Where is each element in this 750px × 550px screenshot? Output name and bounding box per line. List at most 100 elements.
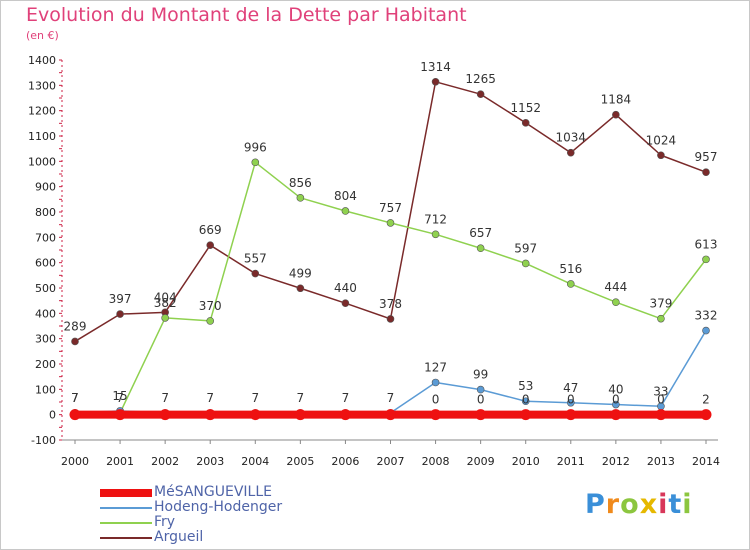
data-point-argueil <box>71 337 79 346</box>
data-label-baseline: 2 <box>702 393 710 407</box>
y-tick-label: 300 <box>35 333 56 346</box>
y-tick-label: 600 <box>35 257 56 270</box>
data-label-fry: 856 <box>289 176 312 190</box>
x-tick-label: 2004 <box>241 455 269 468</box>
data-point-fry <box>206 317 215 325</box>
legend-swatch-hodeng-hodenger <box>100 507 152 509</box>
data-label-argueil: 1314 <box>420 60 451 74</box>
y-tick-label: 1300 <box>28 79 56 92</box>
data-point-m-sangueville <box>475 409 487 421</box>
logo-letter: o <box>620 489 640 520</box>
data-point-m-sangueville <box>114 409 126 421</box>
data-point-m-sangueville <box>520 409 532 421</box>
data-label-fry: 7 <box>116 391 124 405</box>
data-point-fry <box>386 219 395 227</box>
data-label-hodeng-hodenger: 7 <box>71 391 79 405</box>
data-point-argueil <box>702 168 710 177</box>
data-label-hodeng-hodenger: 127 <box>424 360 447 374</box>
data-point-fry <box>161 314 169 322</box>
data-label-fry: 804 <box>334 189 357 203</box>
data-label-argueil: 1152 <box>510 101 541 115</box>
data-label-argueil: 669 <box>199 223 222 237</box>
data-label-baseline: 0 <box>612 393 620 407</box>
data-point-m-sangueville <box>565 409 577 421</box>
chart-title: Evolution du Montant de la Dette par Hab… <box>26 4 467 26</box>
legend-label-hodeng-hodenger: Hodeng-Hodenger <box>154 499 283 515</box>
data-label-hodeng-hodenger: 53 <box>518 379 533 393</box>
y-tick-label: 900 <box>35 181 56 194</box>
data-label-fry: 7 <box>71 391 79 405</box>
data-label-fry: 597 <box>514 241 537 255</box>
data-point-fry <box>612 298 620 306</box>
data-label-argueil: 440 <box>334 281 357 295</box>
data-label-fry: 657 <box>469 226 492 240</box>
data-point-m-sangueville <box>430 409 442 421</box>
data-point-m-sangueville <box>69 409 81 421</box>
data-label-hodeng-hodenger: 7 <box>251 391 259 405</box>
data-point-argueil <box>341 299 350 308</box>
proxiti-logo: Proxiti <box>585 489 693 520</box>
data-label-fry: 996 <box>244 140 267 154</box>
x-tick-label: 2001 <box>106 455 134 468</box>
data-label-baseline: 0 <box>567 393 575 407</box>
data-point-argueil <box>386 315 395 323</box>
data-point-m-sangueville <box>159 409 171 421</box>
data-label-fry: 757 <box>379 201 402 215</box>
data-point-hodeng-hodenger <box>431 378 440 387</box>
data-point-fry <box>341 207 350 215</box>
legend-swatch-mesangueville <box>100 489 152 497</box>
y-tick-label: 1400 <box>28 54 56 67</box>
data-point-argueil <box>657 151 665 160</box>
data-point-m-sangueville <box>294 409 306 421</box>
data-label-argueil: 1184 <box>601 93 632 107</box>
x-tick-label: 2008 <box>422 455 450 468</box>
data-label-hodeng-hodenger: 15 <box>112 389 127 403</box>
data-label-hodeng-hodenger: 7 <box>342 391 350 405</box>
data-point-fry <box>657 314 665 323</box>
legend-label-mesangueville: MéSANGUEVILLE <box>154 484 272 500</box>
data-point-m-sangueville <box>339 409 351 421</box>
data-point-argueil <box>476 90 485 98</box>
legend-swatch-argueil <box>100 537 152 539</box>
data-point-fry <box>476 244 485 253</box>
data-point-fry <box>296 194 305 202</box>
data-point-fry <box>431 230 440 239</box>
y-tick-label: 0 <box>49 409 56 422</box>
data-point-hodeng-hodenger <box>476 385 485 394</box>
logo-letter: i <box>682 489 693 520</box>
chart-subtitle: (en €) <box>26 29 59 42</box>
y-tick-label: 1000 <box>28 155 56 168</box>
x-tick-label: 2014 <box>692 455 720 468</box>
x-tick-label: 2011 <box>557 455 585 468</box>
x-tick-label: 2006 <box>331 455 359 468</box>
data-point-argueil <box>116 310 124 318</box>
y-tick-label: 500 <box>35 282 56 295</box>
x-tick-label: 2010 <box>512 455 540 468</box>
data-label-argueil: 397 <box>109 292 132 306</box>
x-tick-label: 2000 <box>61 455 89 468</box>
data-point-argueil <box>612 110 620 119</box>
data-label-argueil: 1265 <box>465 72 496 86</box>
data-point-argueil <box>206 241 215 249</box>
data-point-m-sangueville <box>610 409 622 421</box>
data-point-m-sangueville <box>204 409 216 421</box>
data-point-argueil <box>431 77 440 86</box>
data-label-argueil: 289 <box>64 319 87 333</box>
data-label-argueil: 957 <box>695 150 718 164</box>
data-label-hodeng-hodenger: 7 <box>206 391 214 405</box>
y-tick-label: 100 <box>35 383 56 396</box>
data-point-hodeng-hodenger <box>521 397 530 406</box>
x-tick-label: 2009 <box>467 455 495 468</box>
data-label-hodeng-hodenger: 7 <box>297 391 305 405</box>
x-tick-label: 2012 <box>602 455 630 468</box>
data-label-fry: 379 <box>649 297 672 311</box>
data-label-fry: 370 <box>199 299 222 313</box>
data-point-m-sangueville <box>385 409 396 421</box>
y-tick-label: 800 <box>35 206 56 219</box>
data-label-baseline: 0 <box>477 393 485 407</box>
data-point-hodeng-hodenger <box>566 398 575 407</box>
data-point-argueil <box>521 119 530 127</box>
